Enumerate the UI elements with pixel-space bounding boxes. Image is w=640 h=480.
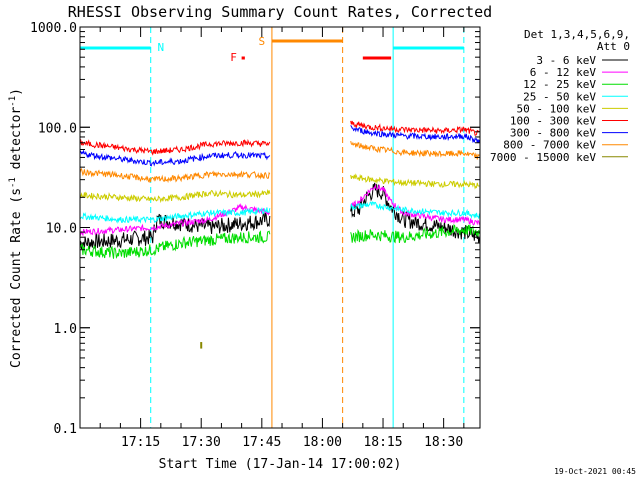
legend-label: 6 - 12 keV [530,66,597,79]
series-25-50-kev [79,201,480,224]
y-tick-label: 100.0 [38,121,77,136]
y-tick-label: 1000.0 [30,21,77,36]
series-segment [350,201,480,220]
series-segment [350,183,480,226]
series-12-25-kev [79,223,480,259]
y-axis-label-sup2: -1 [8,96,18,107]
axes: 0.1 1.0 10.0 100.0 1000.0 17:15 17:30 17:45 18:0… [30,21,480,450]
x-axis-label: Start Time (17-Jan-14 17:00:02) [159,457,402,472]
y-axis-label-main: Corrected Count Rate (s [9,188,24,368]
legend-label: 7000 - 15000 keV [490,151,596,164]
legend-header-line2: Att 0 [597,40,630,53]
series-segment [350,182,480,244]
series-segment [79,202,271,237]
y-axis-label: Corrected Count Rate (s-1 detector-1) [8,88,24,368]
legend-label: 25 - 50 keV [523,90,596,103]
series-300-800-kev [79,125,480,167]
series-6-12-kev [79,183,480,237]
y-tick-label: 0.1 [54,422,77,437]
y-axis-label-sup1: -1 [8,177,18,188]
series-segment [350,120,480,136]
series-segment [79,138,271,156]
series-segment [79,149,271,167]
legend-header-line1: Det 1,3,4,5,6,9, [524,28,630,41]
series-100-300-kev [79,120,480,156]
legend-label: 50 - 100 keV [517,102,597,115]
series-segment [350,140,480,160]
series-50-100-kev [79,173,480,204]
annotation-f: F [230,51,237,64]
series-segment [79,211,271,250]
x-tick-label: 18:15 [363,435,402,450]
series-segment [79,230,271,259]
series-3-6-kev [79,182,480,250]
x-tick-label: 17:15 [121,435,160,450]
x-tick-label: 17:30 [182,435,221,450]
series-segment [79,188,271,204]
annotation-n: N [157,41,164,54]
legend-label: 800 - 7000 keV [503,139,596,152]
plot-area: N F S [79,27,480,428]
legend-label: 100 - 300 keV [510,115,596,128]
y-tick-label: 10.0 [46,222,77,237]
chart-title: RHESSI Observing Summary Count Rates, Co… [68,3,492,21]
y-tick-label: 1.0 [54,322,77,337]
series-segment [350,173,480,190]
series-800-7000-kev [79,140,480,184]
legend-label: 300 - 800 keV [510,127,596,140]
footer-timestamp: 19-Oct-2021 00:45 [554,467,636,476]
series-segment [350,125,480,144]
annotation-s: S [259,35,266,48]
series-segment [79,167,271,184]
legend-label: 3 - 6 keV [536,54,596,67]
y-axis-label-end: ) [9,88,24,96]
series-segment [350,223,480,244]
x-tick-label: 18:30 [424,435,463,450]
legend-label: 12 - 25 keV [523,78,596,91]
x-tick-label: 18:00 [303,435,342,450]
x-tick-label: 17:45 [242,435,281,450]
y-axis-label-mid: detector [9,107,24,178]
series-segment [79,207,271,224]
